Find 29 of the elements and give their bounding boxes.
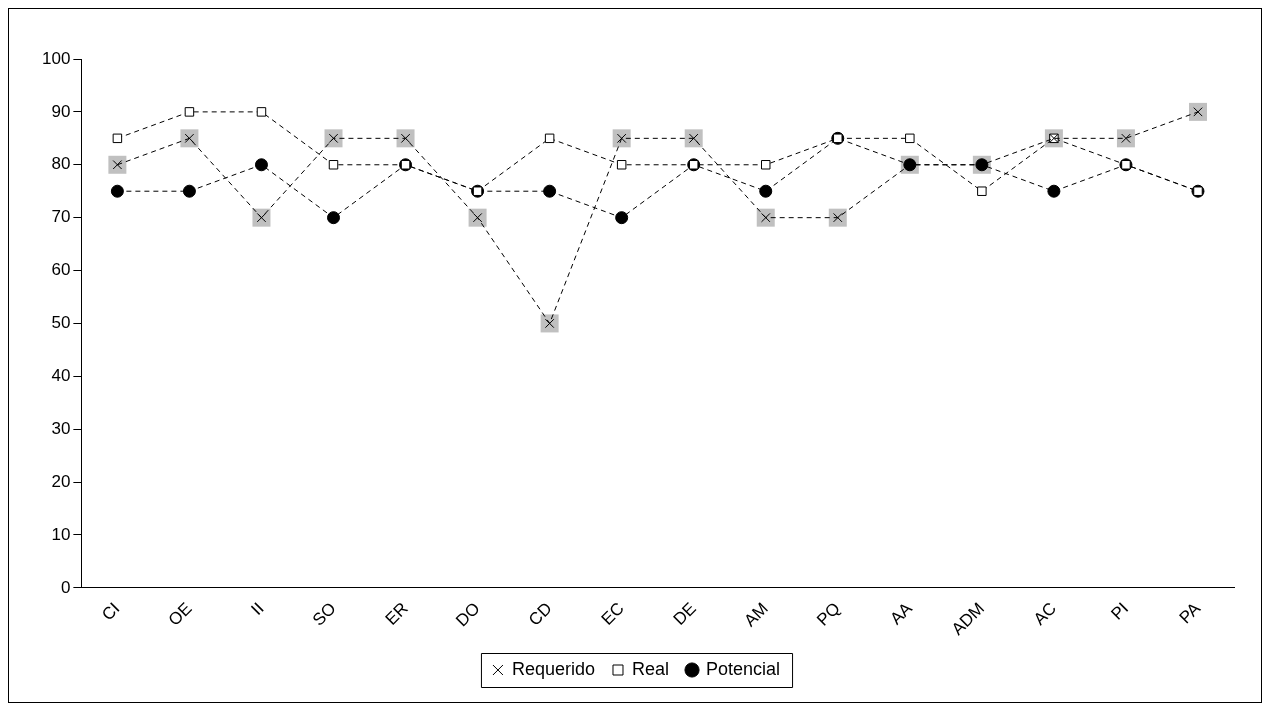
y-tick-label: 60 xyxy=(51,260,71,280)
x-tick-label: PQ xyxy=(813,598,844,630)
y-tick-label: 70 xyxy=(51,207,71,227)
x-tick-label: AM xyxy=(740,598,772,631)
x-tick-label: EC xyxy=(597,598,628,629)
x-tick-label: II xyxy=(247,598,268,619)
x-tick-label: DO xyxy=(452,598,484,631)
y-tick-label: 100 xyxy=(41,48,71,68)
legend-label: Potencial xyxy=(706,658,781,679)
y-tick-label: 80 xyxy=(51,154,71,174)
x-tick-label: ER xyxy=(381,598,412,629)
x-tick-label: AA xyxy=(886,598,917,629)
legend-label: Real xyxy=(631,658,670,679)
x-tick-label: AC xyxy=(1029,598,1061,629)
y-tick-label: 50 xyxy=(51,313,71,333)
legend-label: Requerido xyxy=(511,658,595,679)
y-tick-label: 10 xyxy=(51,524,71,544)
x-tick-label: CI xyxy=(98,598,124,625)
x-tick-label: SO xyxy=(308,598,340,630)
y-tick-label: 40 xyxy=(51,366,71,386)
y-tick-label: 90 xyxy=(51,101,71,121)
x-tick-label: PI xyxy=(1107,598,1133,624)
x-tick-label: CD xyxy=(524,598,556,630)
x-tick-label: OE xyxy=(164,598,196,630)
x-tick-label: PA xyxy=(1175,598,1205,628)
x-tick-label: DE xyxy=(669,598,700,629)
y-tick-label: 30 xyxy=(51,418,71,438)
y-tick-label: 0 xyxy=(60,577,71,597)
y-tick-label: 20 xyxy=(51,471,71,491)
